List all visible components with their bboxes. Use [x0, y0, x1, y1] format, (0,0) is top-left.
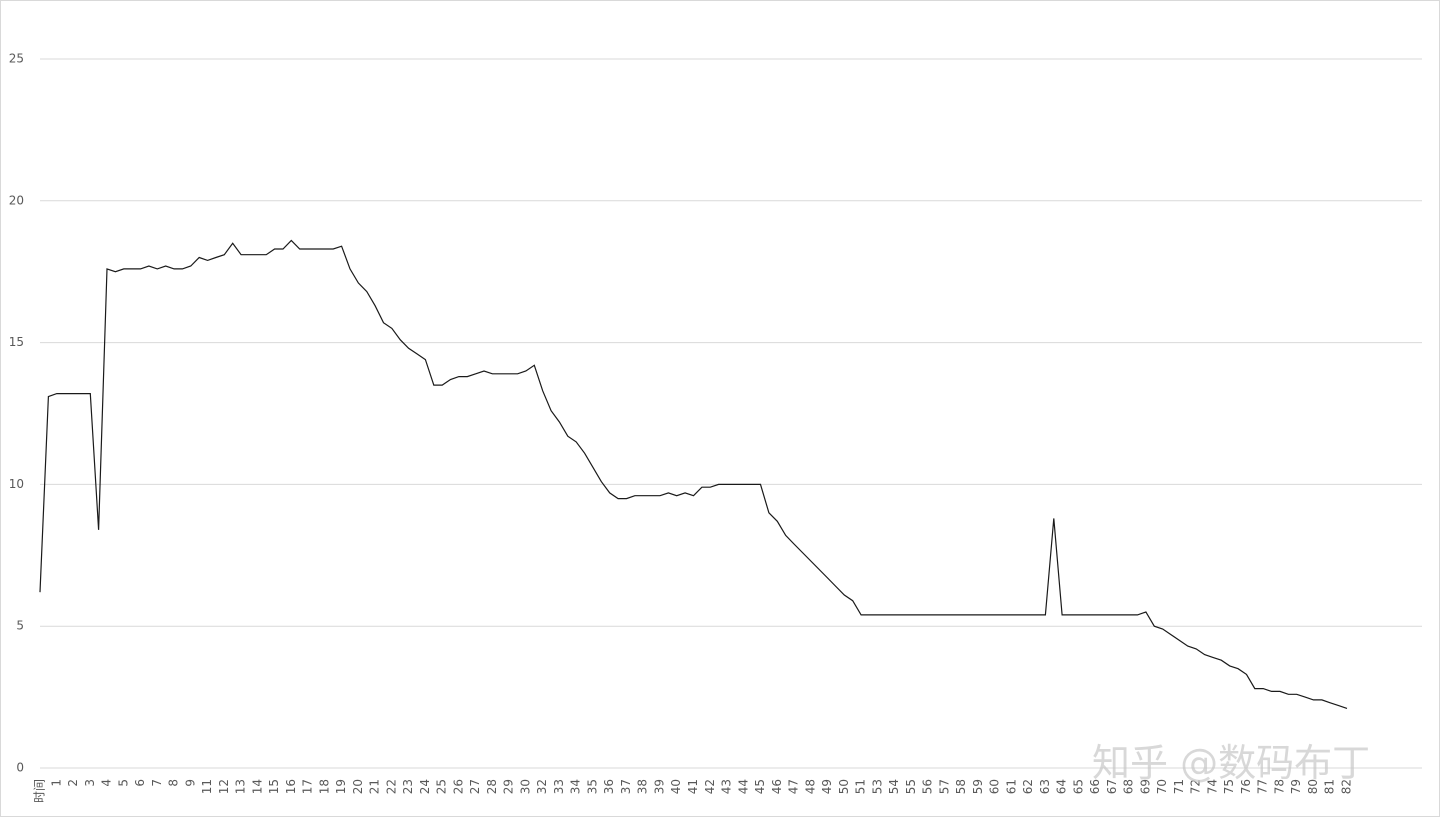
- x-tick-label: 23: [401, 779, 415, 794]
- x-tick-label: 76: [1239, 779, 1253, 794]
- x-tick-label: 51: [854, 779, 868, 794]
- x-tick-label: 15: [267, 779, 281, 794]
- x-tick-label: 56: [921, 779, 935, 794]
- x-tick-label: 11: [200, 779, 214, 794]
- x-tick-label: 22: [384, 779, 398, 794]
- watermark: 知乎 @数码布丁: [1092, 741, 1370, 785]
- x-tick-label: 68: [1122, 779, 1136, 794]
- x-tick-label: 43: [720, 779, 734, 794]
- x-tick-label: 38: [636, 779, 650, 794]
- x-tick-label: 81: [1323, 779, 1337, 794]
- x-tick-label: 53: [870, 779, 884, 794]
- x-tick-label: 35: [585, 779, 599, 794]
- x-tick-label: 48: [803, 779, 817, 794]
- x-tick-label: 2: [66, 779, 80, 787]
- x-tick-label: 49: [820, 779, 834, 794]
- y-tick-label: 0: [16, 761, 24, 775]
- x-tick-label: 39: [652, 779, 666, 794]
- x-tick-label: 42: [703, 779, 717, 794]
- x-tick-label: 27: [468, 779, 482, 794]
- x-tick-label: 37: [619, 779, 633, 794]
- x-tick-label: 9: [183, 779, 197, 787]
- x-tick-label: 13: [234, 779, 248, 794]
- x-tick-label: 18: [317, 779, 331, 794]
- x-tick-label: 41: [686, 779, 700, 794]
- x-tick-label: 50: [837, 779, 851, 794]
- x-tick-label: 14: [250, 779, 264, 794]
- x-tick-label: 19: [334, 779, 348, 794]
- x-tick-label: 66: [1088, 779, 1102, 794]
- x-tick-label: 58: [954, 779, 968, 794]
- y-tick-label: 10: [9, 477, 24, 491]
- x-tick-label: 63: [1038, 779, 1052, 794]
- x-tick-label: 46: [770, 779, 784, 794]
- x-tick-label: 75: [1222, 779, 1236, 794]
- x-tick-label: 24: [418, 779, 432, 794]
- y-tick-label: 25: [9, 52, 24, 66]
- y-tick-label: 5: [16, 619, 24, 633]
- x-tick-label: 25: [435, 779, 449, 794]
- x-tick-label: 20: [351, 779, 365, 794]
- y-tick-label: 15: [9, 335, 24, 349]
- x-tick-label: 70: [1155, 779, 1169, 794]
- x-tick-label: 55: [904, 779, 918, 794]
- x-tick-label: 74: [1205, 779, 1219, 794]
- x-tick-label: 60: [988, 779, 1002, 794]
- x-tick-label: 79: [1289, 779, 1303, 794]
- x-tick-label: 3: [83, 779, 97, 787]
- x-tick-label: 62: [1021, 779, 1035, 794]
- x-tick-label: 47: [787, 779, 801, 794]
- x-tick-label: 44: [736, 779, 750, 794]
- x-tick-label: 30: [518, 779, 532, 794]
- x-tick-label: 72: [1189, 779, 1203, 794]
- x-tick-label: 17: [301, 779, 315, 794]
- x-tick-label: 7: [150, 779, 164, 787]
- x-tick-label: 40: [669, 779, 683, 794]
- x-tick-label: 78: [1272, 779, 1286, 794]
- x-tick-label: 69: [1138, 779, 1152, 794]
- x-tick-label: 59: [971, 779, 985, 794]
- x-tick-label: 26: [451, 779, 465, 794]
- x-tick-label: 6: [133, 779, 147, 787]
- x-tick-label: 33: [552, 779, 566, 794]
- x-tick-label: 77: [1256, 779, 1270, 794]
- x-tick-label: 12: [217, 779, 231, 794]
- x-tick-label: 21: [368, 779, 382, 794]
- x-tick-label: 29: [502, 779, 516, 794]
- x-tick-label: 1: [49, 779, 63, 787]
- x-tick-label: 32: [535, 779, 549, 794]
- x-tick-label: 61: [1004, 779, 1018, 794]
- x-tick-label: 57: [937, 779, 951, 794]
- y-tick-label: 20: [9, 193, 24, 207]
- x-tick-label: 71: [1172, 779, 1186, 794]
- data-line: [39, 239, 1348, 709]
- x-tick-label: 36: [602, 779, 616, 794]
- x-tick-label: 65: [1071, 779, 1085, 794]
- x-tick-label: 5: [116, 779, 130, 787]
- x-tick-label: 8: [167, 779, 181, 787]
- x-tick-label: 82: [1340, 779, 1354, 794]
- x-tick-label: 45: [753, 779, 767, 794]
- x-tick-label: 54: [887, 779, 901, 794]
- x-tick-label: 34: [569, 779, 583, 794]
- x-tick-label: 28: [485, 779, 499, 794]
- x-tick-label: 80: [1306, 779, 1320, 794]
- x-tick-label: 时间: [33, 779, 47, 803]
- x-tick-label: 67: [1105, 779, 1119, 794]
- x-tick-label: 64: [1055, 779, 1069, 794]
- x-tick-label: 4: [100, 779, 114, 787]
- x-tick-label: 16: [284, 779, 298, 794]
